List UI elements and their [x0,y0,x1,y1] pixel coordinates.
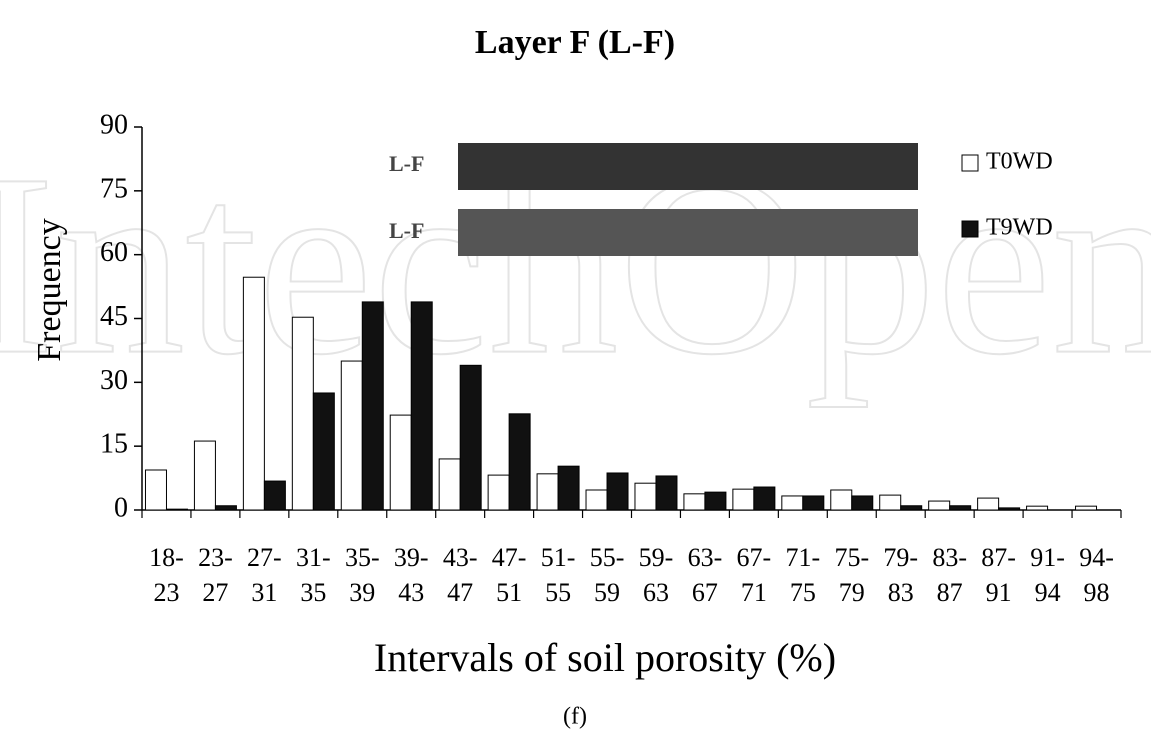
x-tick-label: 75-79 [834,543,869,607]
y-tick-label: 90 [100,109,128,140]
x-tick-label: 79-83 [883,543,918,607]
bar [781,495,804,511]
x-axis-title: Intervals of soil porosity (%) [374,635,836,680]
bar [851,495,874,511]
x-tick-label: 59-63 [639,543,674,607]
bar [879,494,902,511]
y-tick-label: 15 [100,429,128,460]
bar [410,301,433,511]
x-tick-label: 83-87 [932,543,967,607]
inset-label: L-F [389,218,424,243]
bar [144,469,167,511]
bar [830,489,853,511]
x-tick-label: 27-31 [247,543,282,607]
chart-title: Layer F (L-F) [475,24,675,61]
legend-swatch [961,220,979,238]
bar [998,507,1021,511]
bar [1075,505,1098,511]
bar [536,473,559,511]
inset-image [458,209,918,256]
bar [732,488,755,511]
y-tick-label: 0 [114,492,128,523]
bar [312,392,335,511]
bar [949,505,972,511]
x-tick-label: 35-39 [345,543,380,607]
bar [1026,505,1049,511]
bar [361,301,384,511]
bar [753,486,776,511]
bar [606,472,629,511]
bar [263,480,286,511]
bar [438,458,461,511]
x-tick-label: 23-27 [198,543,233,607]
bar [242,276,265,511]
bar [928,500,951,511]
y-tick-label: 60 [100,237,128,268]
x-tick-label: 31-35 [296,543,331,607]
y-tick-label: 75 [100,173,128,204]
x-tick-label: 67-71 [737,543,772,607]
bar [389,414,412,511]
bar [900,505,923,511]
x-tick-label: 87-91 [981,543,1016,607]
x-tick-label: 55-59 [590,543,625,607]
x-tick-label: 63-67 [688,543,723,607]
x-tick-label: 91-94 [1030,543,1065,607]
y-tick-label: 30 [100,365,128,396]
legend-label: T0WD [986,149,1053,175]
bar [165,508,188,511]
bar [683,493,706,511]
x-tick-label: 51-55 [541,543,576,607]
caption: (f) [563,704,587,730]
bar [508,413,531,511]
x-tick-label: 43-47 [443,543,478,607]
x-tick-label: 94-98 [1079,543,1114,607]
bar [977,497,1000,511]
bar [704,491,727,511]
bar [487,474,510,511]
inset-image [458,143,918,190]
legend-label: T9WD [986,215,1053,241]
bar [459,364,482,511]
y-axis-title: Frequency [31,218,68,362]
bar [340,360,363,511]
bar [655,475,678,511]
y-tick-label: 45 [100,301,128,332]
bar [214,505,237,511]
legend-swatch [961,154,979,172]
x-tick-label: 71-75 [785,543,820,607]
inset-label: L-F [389,151,424,176]
x-tick-label: 18-23 [149,543,184,607]
x-tick-label: 39-43 [394,543,429,607]
bar [634,482,657,511]
bar [291,316,314,511]
bar [557,465,580,511]
bar [802,495,825,511]
x-tick-label: 47-51 [492,543,527,607]
bar [585,489,608,511]
bar [193,440,216,511]
